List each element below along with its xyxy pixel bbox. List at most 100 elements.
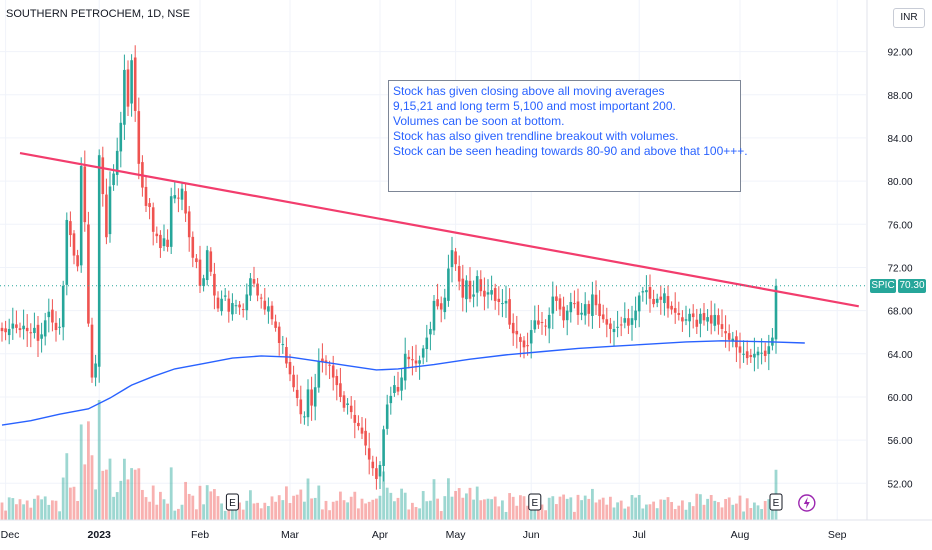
candle-body: [97, 155, 101, 367]
y-tick-label: 72.00: [887, 263, 912, 274]
volume-bar: [43, 496, 47, 520]
volume-bar: [580, 500, 583, 520]
candle-body: [137, 111, 141, 164]
earnings-marker-label: E: [773, 498, 780, 509]
candle-body: [745, 351, 749, 359]
volume-bar: [493, 496, 497, 520]
volume-bar: [119, 480, 123, 520]
candle-body: [303, 416, 306, 418]
earnings-marker[interactable]: [528, 493, 542, 511]
candle-body: [529, 330, 533, 344]
volume-bar: [767, 499, 771, 520]
candle-body: [439, 303, 443, 310]
candle-body: [285, 347, 288, 364]
candle-body: [331, 365, 335, 378]
candle-body: [720, 324, 724, 329]
volume-bar: [432, 479, 436, 520]
candle-body: [663, 293, 666, 304]
candle-body: [108, 186, 112, 235]
candle-body: [565, 310, 569, 321]
volume-bar: [439, 511, 443, 520]
candle-body: [486, 292, 490, 295]
volume-bar: [58, 511, 61, 520]
candle-body: [695, 319, 699, 327]
candle-body: [713, 314, 717, 326]
volume-bar: [40, 499, 43, 520]
volume-bar: [742, 511, 745, 520]
candle-body: [558, 298, 562, 310]
candle-body: [180, 188, 184, 200]
x-tick-label: Apr: [372, 529, 389, 541]
volume-bar: [645, 504, 648, 520]
volume-bar: [727, 497, 731, 520]
volume-bar: [191, 495, 195, 520]
volume-bar: [486, 498, 490, 520]
lightning-glyph: [803, 497, 810, 509]
note-line: 9,15,21 and long term 5,100 and most imp…: [393, 99, 676, 113]
earnings-marker[interactable]: [769, 493, 783, 511]
candle-body: [119, 122, 123, 152]
candle-body: [76, 255, 79, 267]
candle-body: [339, 383, 342, 397]
candle-body: [515, 330, 519, 335]
volume-bar: [551, 496, 555, 520]
volume-bar: [281, 500, 285, 520]
candle-body: [241, 309, 245, 311]
volume-bar: [133, 469, 137, 520]
currency-button[interactable]: INR: [893, 8, 925, 28]
volume-bar: [511, 496, 515, 520]
candle-body: [25, 327, 29, 332]
volume-bar: [429, 500, 432, 520]
candle-body: [648, 287, 652, 299]
volume-bar: [263, 502, 267, 520]
volume-bar: [184, 481, 187, 520]
volume-bar: [65, 453, 69, 520]
volume-bar: [169, 467, 173, 520]
candle-body: [673, 308, 677, 313]
earnings-marker[interactable]: [225, 493, 239, 511]
volume-bar: [544, 510, 547, 520]
price-axis[interactable]: 92.00 88.00 84.00 80.00 76.00 72.00 68.00 64.00…: [866, 0, 913, 520]
y-tick-label: 68.00: [887, 307, 912, 318]
candle-body: [317, 361, 321, 388]
volume-bar: [501, 500, 504, 520]
time-axis[interactable]: Dec 2023 Feb Mar Apr May Jun Jul Aug Sep: [0, 519, 932, 541]
volume-bar: [303, 501, 306, 520]
volume-bar: [234, 510, 238, 520]
candle-body: [69, 221, 72, 236]
candle-body: [375, 468, 378, 479]
volume-bar: [249, 490, 252, 520]
volume-bar: [558, 496, 562, 520]
candle-body: [684, 319, 688, 321]
candle-body: [403, 353, 407, 381]
candle-body: [187, 211, 191, 238]
volume-bar: [299, 489, 303, 520]
candle-body: [364, 430, 367, 446]
volume-bar: [519, 495, 522, 520]
candle-body: [79, 165, 83, 266]
volume-bar: [137, 468, 141, 520]
volume-bar: [443, 496, 447, 520]
candle-body: [756, 351, 760, 356]
x-tick-label: Feb: [191, 529, 209, 541]
volume-bar: [105, 469, 108, 520]
candle-body: [753, 353, 756, 358]
trendline[interactable]: [19, 151, 859, 308]
volume-bar: [709, 494, 713, 520]
candle-body: [526, 345, 529, 347]
volume-bar: [349, 496, 353, 520]
volume-bar: [389, 492, 393, 520]
candle-body: [310, 389, 313, 406]
volume-bar: [717, 502, 720, 520]
note-line: Stock has given closing above all moving…: [393, 84, 665, 98]
volume-bar: [324, 500, 328, 520]
volume-bar: [522, 496, 526, 520]
candle-body: [605, 319, 609, 325]
volume-bar: [688, 502, 691, 520]
volume-bar: [97, 400, 101, 520]
candle-body: [367, 448, 371, 460]
annotation-note[interactable]: Stock has given closing above all moving…: [388, 80, 748, 192]
volume-bar: [627, 506, 630, 520]
candle-body: [555, 296, 558, 301]
